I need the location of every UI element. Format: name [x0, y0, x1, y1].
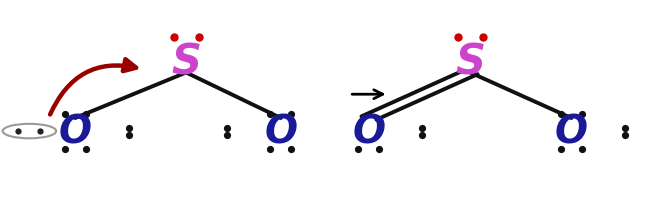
- Text: O: O: [59, 113, 91, 151]
- Text: O: O: [555, 113, 588, 151]
- Text: S: S: [171, 41, 201, 83]
- Text: S: S: [455, 41, 485, 83]
- FancyArrowPatch shape: [50, 60, 136, 115]
- Text: O: O: [264, 113, 297, 151]
- Text: O: O: [353, 113, 385, 151]
